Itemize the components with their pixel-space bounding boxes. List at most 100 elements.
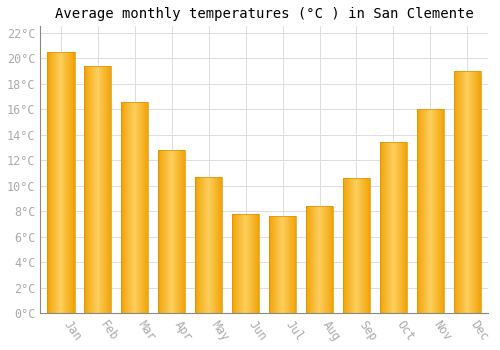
Bar bbox=[182, 150, 184, 313]
Bar bbox=[162, 150, 164, 313]
Bar bbox=[164, 150, 165, 313]
Bar bbox=[203, 177, 204, 313]
Bar bbox=[328, 206, 330, 313]
Bar bbox=[289, 216, 290, 313]
Bar bbox=[360, 178, 361, 313]
Bar bbox=[380, 142, 407, 313]
Bar bbox=[351, 178, 352, 313]
Bar bbox=[400, 142, 401, 313]
Bar bbox=[425, 109, 426, 313]
Bar bbox=[241, 214, 242, 313]
Bar bbox=[110, 66, 112, 313]
Bar bbox=[217, 177, 218, 313]
Bar bbox=[276, 216, 277, 313]
Bar bbox=[277, 216, 278, 313]
Bar bbox=[131, 102, 132, 313]
Bar bbox=[144, 102, 145, 313]
Bar bbox=[146, 102, 148, 313]
Bar bbox=[92, 66, 93, 313]
Bar bbox=[286, 216, 287, 313]
Bar bbox=[424, 109, 425, 313]
Bar bbox=[129, 102, 130, 313]
Bar bbox=[133, 102, 134, 313]
Bar bbox=[416, 109, 444, 313]
Bar bbox=[130, 102, 131, 313]
Bar bbox=[145, 102, 146, 313]
Bar bbox=[287, 216, 288, 313]
Bar bbox=[160, 150, 162, 313]
Bar bbox=[459, 71, 460, 313]
Bar bbox=[423, 109, 424, 313]
Bar bbox=[194, 177, 222, 313]
Bar bbox=[433, 109, 434, 313]
Bar bbox=[90, 66, 91, 313]
Bar bbox=[312, 206, 313, 313]
Bar bbox=[215, 177, 216, 313]
Bar bbox=[327, 206, 328, 313]
Bar bbox=[365, 178, 366, 313]
Bar bbox=[460, 71, 461, 313]
Bar bbox=[464, 71, 466, 313]
Bar bbox=[386, 142, 387, 313]
Bar bbox=[167, 150, 168, 313]
Bar bbox=[442, 109, 444, 313]
Bar bbox=[242, 214, 243, 313]
Bar bbox=[416, 109, 418, 313]
Bar bbox=[278, 216, 279, 313]
Bar bbox=[279, 216, 280, 313]
Bar bbox=[179, 150, 180, 313]
Bar bbox=[239, 214, 240, 313]
Bar bbox=[200, 177, 201, 313]
Bar bbox=[107, 66, 108, 313]
Bar bbox=[434, 109, 435, 313]
Bar bbox=[284, 216, 286, 313]
Bar bbox=[102, 66, 103, 313]
Bar bbox=[268, 216, 296, 313]
Bar bbox=[243, 214, 244, 313]
Bar bbox=[428, 109, 430, 313]
Bar bbox=[47, 52, 74, 313]
Bar bbox=[165, 150, 166, 313]
Bar bbox=[353, 178, 354, 313]
Bar bbox=[325, 206, 326, 313]
Bar bbox=[170, 150, 172, 313]
Bar bbox=[461, 71, 462, 313]
Bar bbox=[435, 109, 436, 313]
Bar bbox=[128, 102, 129, 313]
Bar bbox=[348, 178, 349, 313]
Bar bbox=[126, 102, 127, 313]
Bar bbox=[106, 66, 107, 313]
Bar bbox=[398, 142, 399, 313]
Bar bbox=[290, 216, 291, 313]
Bar bbox=[475, 71, 476, 313]
Bar bbox=[100, 66, 102, 313]
Bar bbox=[254, 214, 255, 313]
Bar bbox=[476, 71, 478, 313]
Bar bbox=[120, 102, 122, 313]
Bar bbox=[180, 150, 181, 313]
Bar bbox=[141, 102, 142, 313]
Bar bbox=[473, 71, 474, 313]
Bar bbox=[478, 71, 480, 313]
Bar bbox=[314, 206, 315, 313]
Bar bbox=[210, 177, 212, 313]
Bar bbox=[47, 52, 48, 313]
Bar bbox=[280, 216, 281, 313]
Bar bbox=[139, 102, 140, 313]
Bar bbox=[204, 177, 205, 313]
Bar bbox=[57, 52, 58, 313]
Bar bbox=[347, 178, 348, 313]
Bar bbox=[244, 214, 246, 313]
Bar bbox=[380, 142, 382, 313]
Bar bbox=[60, 52, 62, 313]
Bar bbox=[437, 109, 438, 313]
Bar bbox=[323, 206, 324, 313]
Bar bbox=[105, 66, 106, 313]
Bar bbox=[306, 206, 334, 313]
Bar bbox=[178, 150, 179, 313]
Bar bbox=[390, 142, 392, 313]
Bar bbox=[98, 66, 100, 313]
Bar bbox=[432, 109, 433, 313]
Bar bbox=[401, 142, 402, 313]
Bar bbox=[320, 206, 322, 313]
